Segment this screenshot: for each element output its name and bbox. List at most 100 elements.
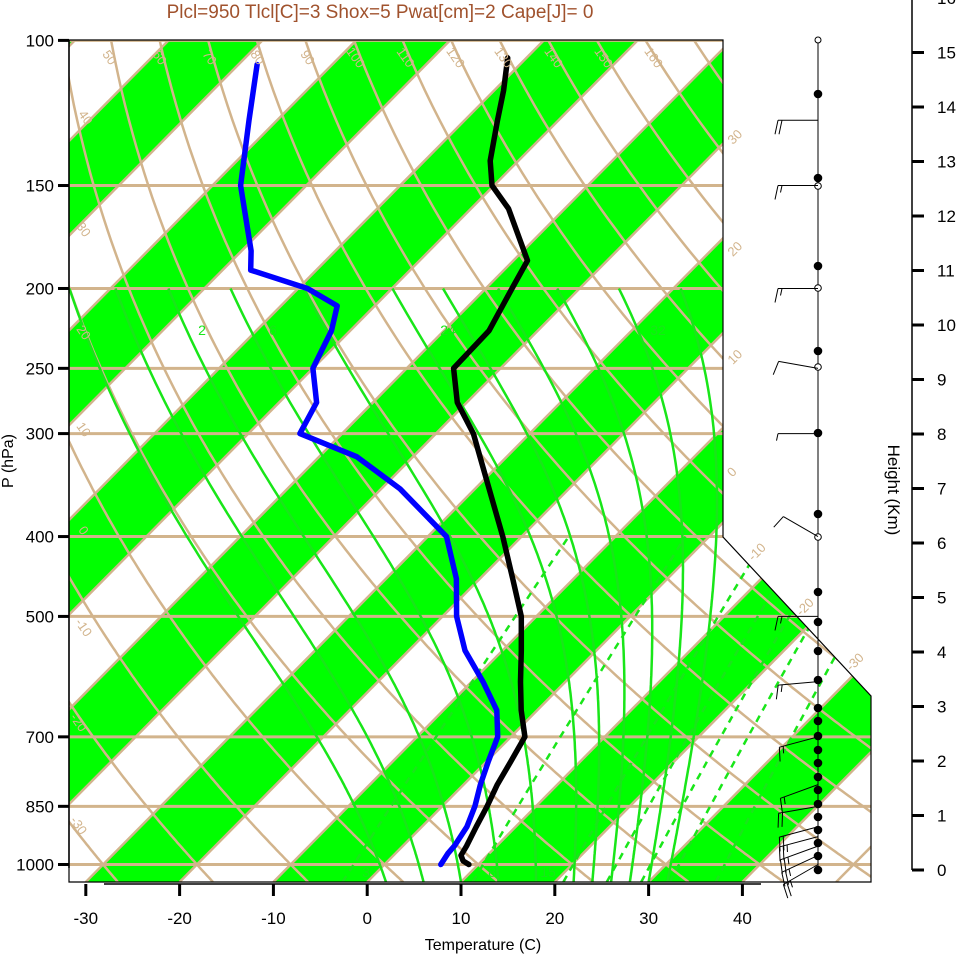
wind-barb	[779, 736, 819, 748]
y-tick-label: 400	[26, 528, 54, 547]
dry-adiabat-line	[69, 40, 405, 882]
wind-level-dot	[813, 703, 823, 713]
wind-barb-feather	[773, 516, 784, 528]
mixing-ratio-line	[562, 535, 768, 882]
dry-adiabat-label: 60	[149, 47, 170, 67]
upper-temperature-label: 0	[724, 464, 740, 480]
dry-adiabat-line	[69, 40, 214, 882]
height-axis-label: Height (Km)	[884, 445, 903, 536]
height-tick-label: 15	[937, 44, 956, 63]
isotherm-line	[69, 40, 751, 882]
wind-level-dot	[813, 646, 823, 656]
wind-level-dot	[813, 772, 823, 782]
height-tick-label: 13	[937, 153, 956, 172]
wind-barb-feather	[776, 433, 779, 441]
wind-barb	[783, 864, 819, 885]
plot-frame	[68, 39, 872, 883]
wind-level-dot	[813, 865, 823, 875]
upper-temperature-label: 20	[724, 238, 745, 259]
wind-barb-feather	[774, 288, 779, 303]
wind-barb-feather	[787, 857, 790, 865]
moist-adiabat-line	[497, 287, 626, 882]
wind-barb-feather	[779, 798, 783, 813]
height-tick-label: 12	[937, 207, 956, 226]
moist-adiabat-label: 24	[440, 322, 456, 338]
wind-barb	[778, 681, 819, 686]
moist-adiabat-line	[666, 288, 719, 882]
dry-adiabat-line	[250, 40, 871, 882]
isotherm-line	[272, 40, 871, 882]
isotherm-line	[69, 40, 845, 882]
dry-adiabat-line	[69, 40, 119, 882]
wind-level-dot	[814, 363, 822, 371]
mixing-ratio-line	[714, 535, 871, 882]
wind-barb-feather	[783, 858, 787, 873]
x-tick-label: 0	[362, 909, 371, 928]
mixing-ratio-line	[341, 535, 570, 882]
y-tick-label: 250	[26, 359, 54, 378]
mixing-ratio-line	[605, 535, 807, 882]
height-tick-label: 6	[937, 534, 946, 553]
height-tick-label: 0	[937, 861, 946, 880]
wind-barb-feather	[778, 837, 781, 852]
y-axis-label: P (hPa)	[0, 434, 17, 488]
dewpoint-trace	[237, 61, 501, 868]
wind-level-dot	[813, 745, 823, 755]
wind-level-dot	[813, 758, 823, 768]
wind-barb	[778, 805, 819, 814]
isotherm-line	[69, 40, 563, 882]
isotherm-line	[69, 40, 282, 882]
wind-level-dot	[813, 89, 823, 99]
mixing-ratio-line	[471, 535, 687, 882]
isotherm-band	[69, 40, 469, 882]
wind-barb-feather	[775, 685, 779, 700]
height-tick-label: 7	[937, 480, 946, 499]
wind-barb-feather	[788, 868, 792, 877]
moist-adiabat-label: 2	[198, 322, 206, 338]
dry-adiabat-line	[393, 40, 871, 882]
wind-level-dot	[813, 261, 823, 271]
wind-barb	[778, 360, 819, 369]
wind-level-dot	[813, 838, 823, 848]
height-tick-label: 11	[937, 262, 955, 281]
wind-barb-feather	[780, 288, 783, 296]
isotherm-line	[69, 40, 657, 882]
mixing-ratio-line	[640, 535, 837, 882]
mixing-ratio-lines	[341, 535, 871, 882]
height-tick-label: 3	[937, 698, 946, 717]
dry-adiabat-label: 20	[73, 322, 94, 342]
y-tick-label: 300	[26, 425, 54, 444]
pressure-axis: 100 150 200 250 300 400 500 700 850 1000	[16, 31, 70, 875]
wind-level-dot	[813, 346, 823, 356]
wind-barb	[779, 836, 819, 848]
wind-level-dot	[813, 675, 823, 685]
x-tick-label: -30	[74, 909, 99, 928]
moist-adiabat-lines	[69, 287, 719, 882]
wind-level-dot	[813, 799, 823, 809]
upper-temperature-label: -10	[745, 540, 769, 564]
wind-barb	[779, 826, 819, 838]
isotherm-line	[69, 40, 470, 882]
wind-barb	[781, 854, 819, 873]
wind-level-dot	[813, 509, 823, 519]
dry-adiabat-line	[69, 40, 595, 882]
moist-adiabat-line	[302, 287, 538, 882]
wind-barb-feather	[780, 616, 783, 624]
wind-barb-feather	[778, 747, 781, 762]
x-tick-label: 10	[452, 909, 471, 928]
x-tick-label: -20	[167, 909, 192, 928]
height-tick-label: 4	[937, 643, 946, 662]
wind-barb-feather	[774, 616, 779, 631]
y-tick-label: 500	[26, 607, 54, 626]
x-tick-label: 20	[545, 909, 564, 928]
x-tick-label: 30	[639, 909, 658, 928]
dry-adiabat-line	[298, 40, 871, 882]
dry-adiabat-line	[69, 40, 309, 882]
wind-barb-feather	[781, 812, 784, 827]
wind-barb-feather	[782, 884, 789, 899]
isotherm-band	[69, 40, 656, 882]
dry-adiabat-label: 90	[297, 47, 318, 67]
mixing-ratio-label: 8	[488, 864, 496, 880]
chart-title: Plcl=950 Tlcl[C]=3 Shox=5 Pwat[cm]=2 Cap…	[167, 2, 594, 23]
